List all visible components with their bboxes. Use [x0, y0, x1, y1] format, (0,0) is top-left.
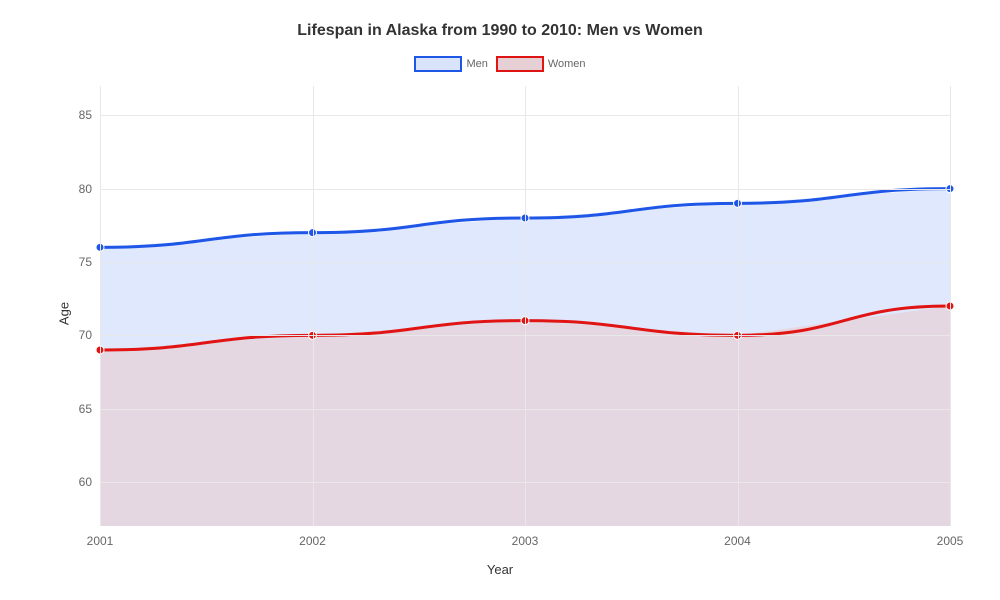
legend-label-men: Men	[466, 58, 487, 70]
ytick-label: 65	[79, 402, 100, 416]
y-axis-label: Age	[57, 302, 72, 325]
legend-label-women: Women	[548, 58, 586, 70]
x-axis-label: Year	[0, 562, 1000, 577]
xtick-label: 2002	[299, 526, 326, 548]
chart-title: Lifespan in Alaska from 1990 to 2010: Me…	[0, 22, 1000, 40]
chart-container: Lifespan in Alaska from 1990 to 2010: Me…	[0, 0, 1000, 600]
legend-item-women: Women	[496, 56, 586, 72]
gridline-vertical	[525, 86, 526, 526]
ytick-label: 60	[79, 475, 100, 489]
legend-item-men: Men	[414, 56, 487, 72]
ytick-label: 75	[79, 255, 100, 269]
ytick-label: 85	[79, 108, 100, 122]
legend-swatch-women	[496, 56, 544, 72]
xtick-label: 2005	[937, 526, 964, 548]
gridline-vertical	[100, 86, 101, 526]
ytick-label: 80	[79, 182, 100, 196]
gridline-vertical	[950, 86, 951, 526]
xtick-label: 2003	[512, 526, 539, 548]
gridline-vertical	[313, 86, 314, 526]
xtick-label: 2004	[724, 526, 751, 548]
legend: Men Women	[0, 56, 1000, 72]
xtick-label: 2001	[87, 526, 114, 548]
gridline-vertical	[738, 86, 739, 526]
ytick-label: 70	[79, 328, 100, 342]
legend-swatch-men	[414, 56, 462, 72]
plot-area: 60657075808520012002200320042005	[100, 86, 950, 526]
